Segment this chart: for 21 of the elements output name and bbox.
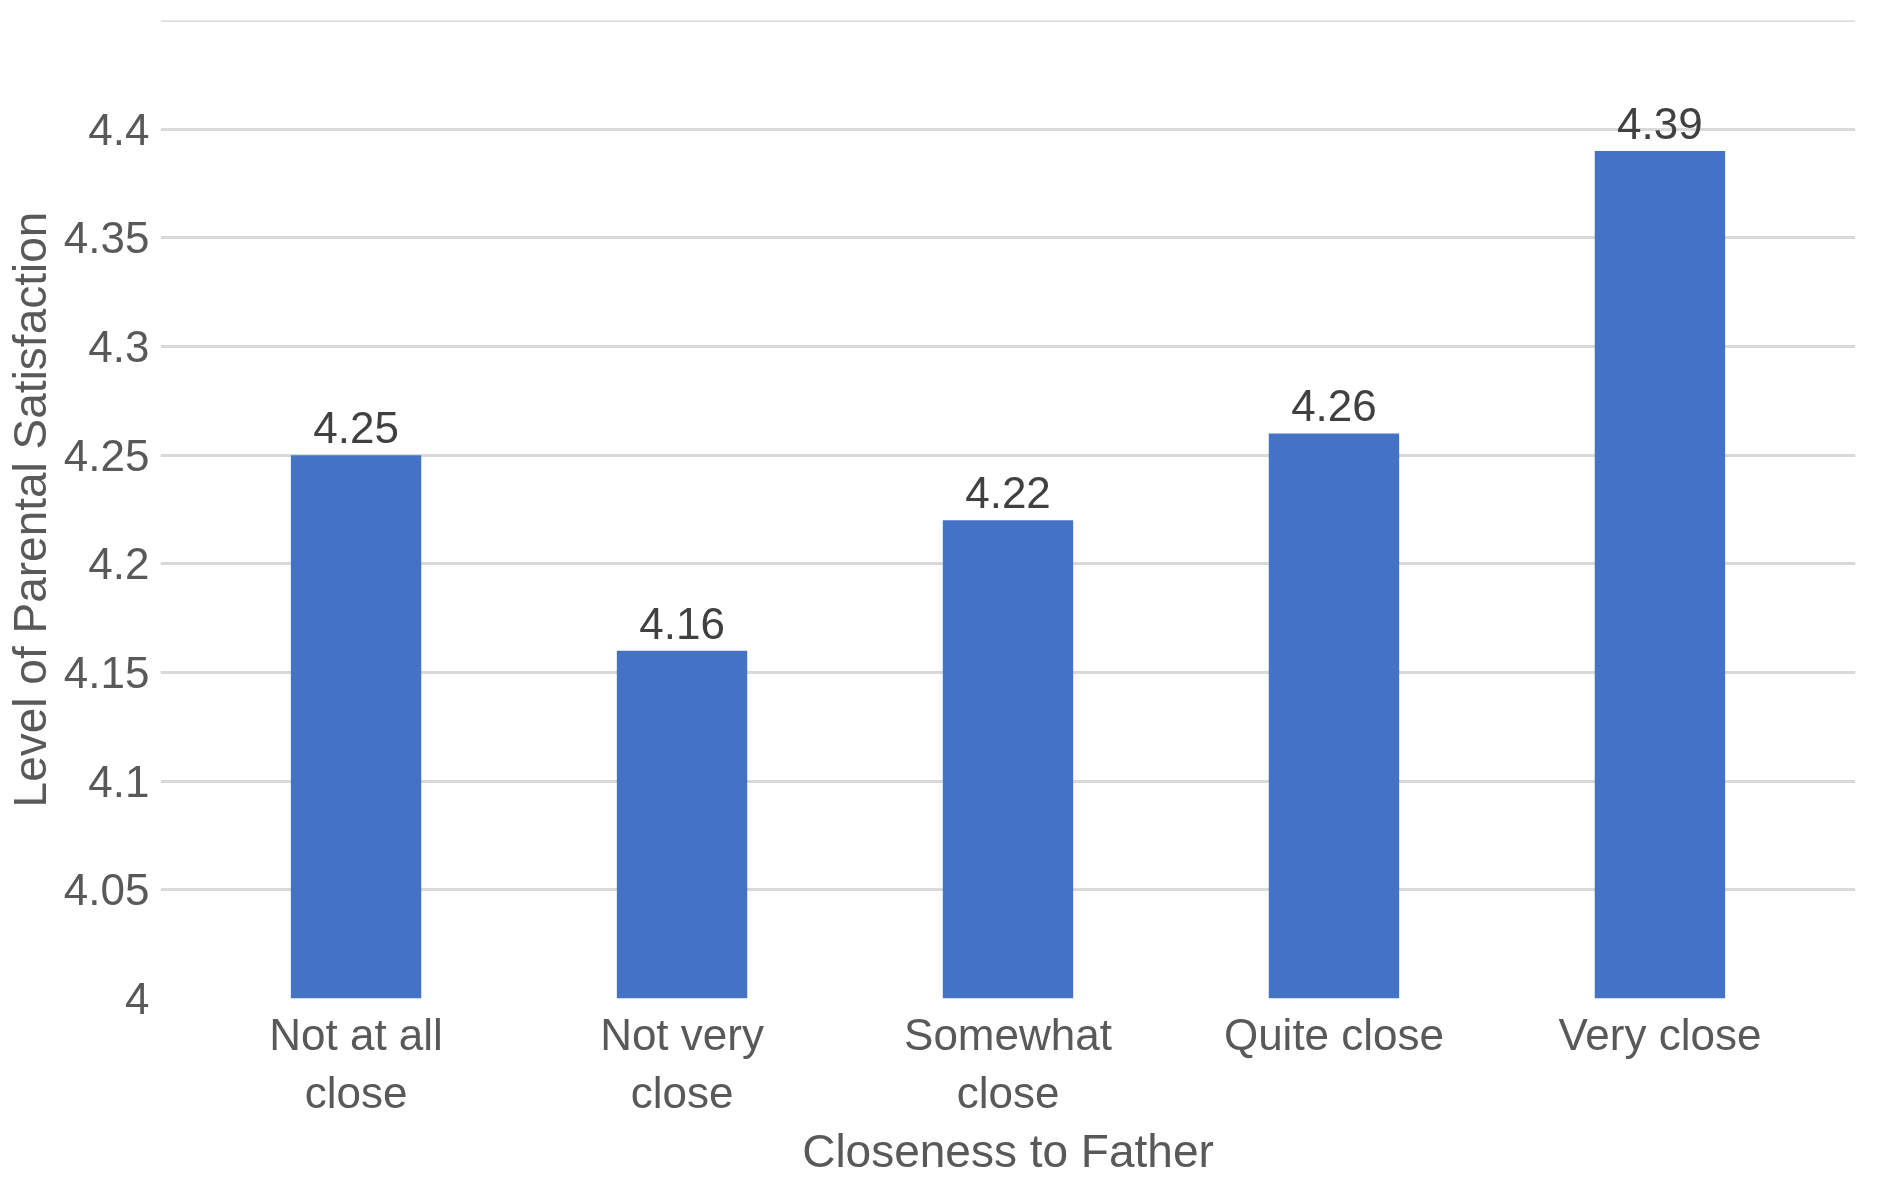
data-label: 4.39 xyxy=(1617,98,1703,148)
y-tick-label: 4.25 xyxy=(63,430,150,480)
data-label: 4.16 xyxy=(639,598,725,648)
y-tick-label: 4.3 xyxy=(88,322,150,371)
data-label: 4.26 xyxy=(1291,381,1377,431)
x-tick-label: Not very close xyxy=(600,1009,764,1118)
y-tick-label: 4.4 xyxy=(88,104,150,154)
y-tick-label: 4.2 xyxy=(88,539,150,589)
x-tick-label: Very close xyxy=(1558,1009,1762,1059)
y-axis-title: Level of Parental Satisfaction xyxy=(3,211,56,808)
x-tick-label: Somewhat close xyxy=(904,1009,1112,1118)
x-tick-label: Quite close xyxy=(1223,1009,1445,1059)
y-tick-label: 4.1 xyxy=(88,756,150,806)
y-tick-label: 4.05 xyxy=(63,865,150,915)
data-label: 4.25 xyxy=(313,403,399,453)
data-label: 4.22 xyxy=(965,468,1051,518)
x-tick-label: Not at all close xyxy=(269,1009,443,1118)
y-tick-label: 4.35 xyxy=(63,213,150,263)
x-axis-title: Closeness to Father xyxy=(802,1125,1214,1178)
y-tick-label: 4 xyxy=(125,974,150,1023)
y-tick-label: 4.15 xyxy=(63,648,150,697)
